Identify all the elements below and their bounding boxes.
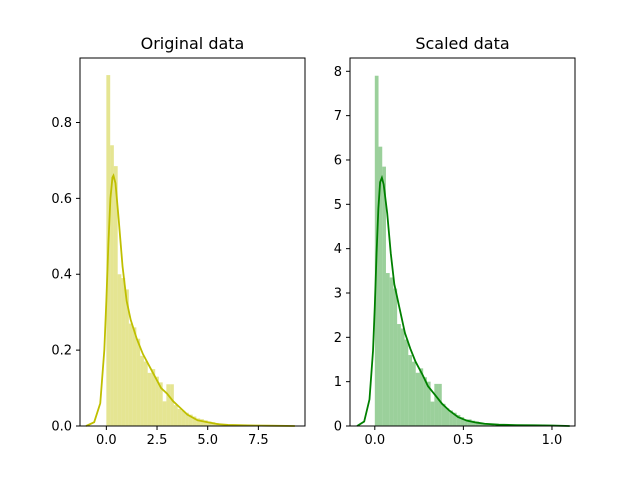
histogram-bar xyxy=(419,368,424,426)
histogram-bar xyxy=(128,323,133,426)
histogram-bar xyxy=(207,421,212,426)
histogram-bar xyxy=(449,410,453,426)
histogram-bar xyxy=(382,166,386,426)
histogram-bar xyxy=(203,420,208,426)
y-tick-label: 0.4 xyxy=(51,268,72,283)
y-tick-label: 0 xyxy=(334,420,342,435)
histogram-bar xyxy=(441,403,446,426)
panel-scaled-data: Scaled data 0.0 0.5 1.0 0 1 2 3 4 5 6 7 8 xyxy=(334,34,576,448)
kde-line xyxy=(85,173,295,427)
histogram-bar xyxy=(423,377,427,426)
plot-area: 0.0 2.5 5.0 7.5 0.0 0.2 0.4 0.6 0.8 xyxy=(51,75,295,448)
histogram-bar xyxy=(460,417,465,426)
y-tick-label: 0.0 xyxy=(51,420,72,435)
x-tick-label: 0.0 xyxy=(96,433,117,448)
histogram-bar xyxy=(393,288,398,426)
histogram-bar xyxy=(158,382,163,426)
axes-frame xyxy=(79,57,306,427)
x-tick-label: 1.0 xyxy=(542,433,563,448)
y-tick-label: 1 xyxy=(334,375,342,390)
y-tick-label: 0.2 xyxy=(51,344,72,359)
histogram-bar xyxy=(434,383,439,426)
x-tick-label: 0.5 xyxy=(453,433,474,448)
histogram-bar xyxy=(170,384,174,426)
y-tick-label: 2 xyxy=(334,331,342,346)
histogram-bar xyxy=(155,376,159,426)
y-tick-label: 4 xyxy=(334,242,342,257)
histogram-bar xyxy=(200,419,204,426)
histogram-bar xyxy=(438,383,442,426)
histogram-bar xyxy=(140,355,144,426)
y-tick-label: 6 xyxy=(334,153,342,168)
histogram-bar xyxy=(125,289,129,426)
histogram-bar xyxy=(185,412,189,426)
axes-frame xyxy=(349,57,576,427)
histogram-bar xyxy=(397,324,401,426)
panel-original-data: Original data 0.0 2.5 5.0 7.50.00.20.40.60.… xyxy=(51,34,306,448)
histogram-bar xyxy=(478,422,483,426)
x-tick-label: 5.0 xyxy=(197,433,218,448)
histogram-bar xyxy=(192,416,197,426)
histogram-bar xyxy=(408,355,413,426)
histogram-bar xyxy=(412,361,416,426)
histogram-bar xyxy=(136,338,141,426)
histogram-bar xyxy=(132,327,137,426)
histogram-bar xyxy=(147,372,152,426)
histogram-bar xyxy=(445,408,450,426)
histogram-bar xyxy=(113,166,118,426)
histogram-bar xyxy=(166,384,171,426)
y-tick-label: 0.6 xyxy=(51,192,72,207)
chart-title: Original data xyxy=(141,34,245,53)
histogram-bar xyxy=(110,145,114,426)
histogram-bar xyxy=(188,414,193,426)
histogram-bar xyxy=(143,361,148,426)
histogram-bar xyxy=(151,369,156,426)
histogram-bar xyxy=(456,414,461,426)
histogram-bar xyxy=(121,278,126,426)
histogram-bar xyxy=(475,421,479,426)
histogram-bar xyxy=(415,372,420,426)
histogram-bar xyxy=(400,328,405,426)
y-tick-label: 8 xyxy=(334,65,342,80)
histogram-bar xyxy=(181,410,186,426)
x-tick-label: 7.5 xyxy=(248,433,269,448)
histogram-bar xyxy=(378,146,383,427)
histogram-bar xyxy=(464,419,468,426)
histogram-bar xyxy=(467,419,472,426)
kde-line xyxy=(356,174,570,427)
histogram-bar xyxy=(430,401,435,426)
histogram-bar xyxy=(173,405,178,426)
histogram-bar xyxy=(162,401,167,426)
histogram-bar xyxy=(117,274,122,426)
chart-title: Scaled data xyxy=(415,34,509,53)
histogram-bar xyxy=(426,381,431,426)
histogram-bar xyxy=(389,277,394,426)
histogram-bar xyxy=(471,420,476,426)
plot-area: 0.0 0.5 1.0 0 1 2 3 4 5 6 7 8 xyxy=(334,65,570,448)
histogram-bar xyxy=(196,418,201,426)
x-tick-label: 0.0 xyxy=(364,433,385,448)
y-tick-label: 0.8 xyxy=(51,116,72,131)
x-tick-label: 2.5 xyxy=(147,433,168,448)
histogram-bar xyxy=(404,339,409,426)
y-tick-label: 5 xyxy=(334,198,342,213)
histogram-bar xyxy=(177,408,182,426)
histogram-bar xyxy=(452,412,457,426)
y-tick-label: 3 xyxy=(334,286,342,301)
y-tick-label: 7 xyxy=(334,109,342,124)
histogram-bar xyxy=(385,273,390,426)
